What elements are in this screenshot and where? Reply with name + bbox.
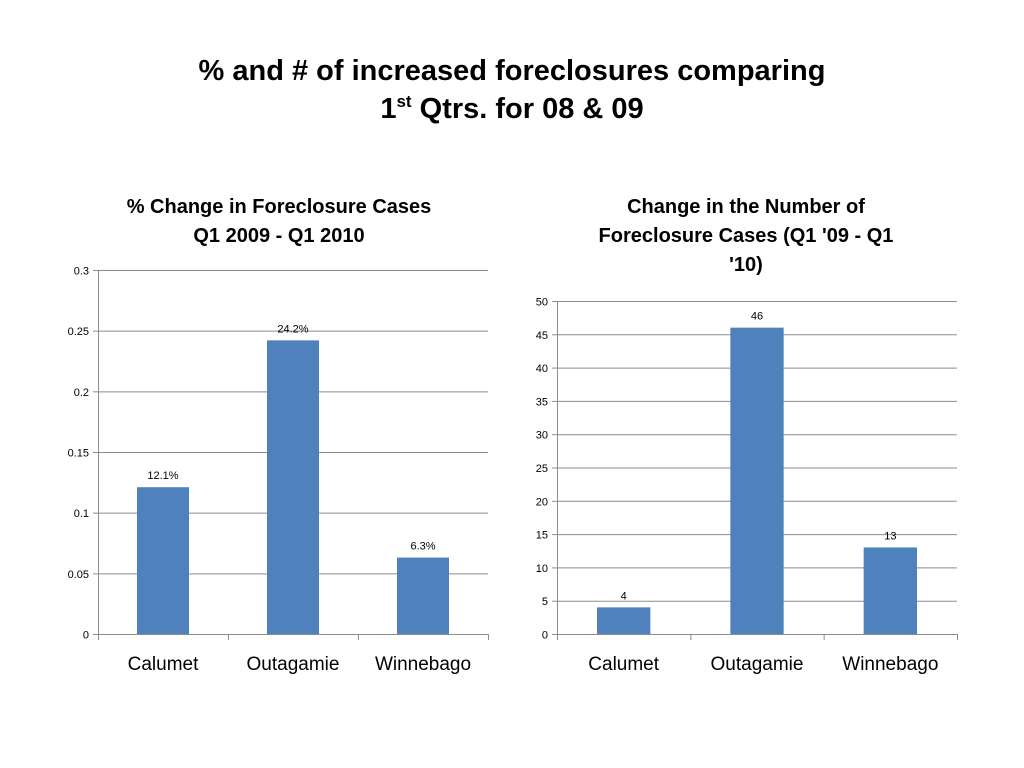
chart2-title-line1: Change in the Number of (627, 196, 865, 218)
chart1-y-tick-label: 0.25 (68, 326, 89, 338)
chart2-category-label: Calumet (588, 654, 659, 675)
chart1-bar (137, 487, 189, 634)
chart2-y-tick-label: 30 (536, 430, 548, 442)
chart2-y-tick-label: 35 (536, 396, 548, 408)
chart2-title-line2: Foreclosure Cases (Q1 '09 - Q1 (598, 225, 894, 247)
chart2-title: Change in the Number of Foreclosure Case… (576, 193, 916, 280)
chart2-y-tick-label: 15 (536, 530, 548, 542)
chart2-y-tick-label: 45 (536, 330, 548, 342)
chart1-y-tick-label: 0.1 (74, 508, 89, 520)
slide-title-line2-post: Qtrs. for 08 & 09 (411, 93, 644, 125)
chart1-y-tick-label: 0.05 (68, 569, 89, 581)
slide-title-line1: % and # of increased foreclosures compar… (198, 55, 826, 87)
chart2-data-label: 13 (884, 530, 896, 542)
chart1-title: % Change in Foreclosure Cases Q1 2009 - … (96, 193, 462, 251)
chart1-bar (397, 557, 449, 634)
chart1-y-tick-label: 0.15 (68, 448, 89, 460)
chart2-category-label: Outagamie (711, 654, 804, 675)
chart1-y-tick-label: 0.3 (74, 266, 89, 278)
slide-title-line2: 1st Qtrs. for 08 & 09 (0, 90, 1024, 128)
chart2-bar (730, 327, 784, 634)
chart2-bar (597, 607, 651, 634)
chart1-data-label: 12.1% (147, 470, 178, 482)
chart1-category-label: Calumet (128, 654, 199, 675)
chart2-y-tick-label: 25 (536, 463, 548, 475)
chart1-title-line2: Q1 2009 - Q1 2010 (193, 225, 365, 247)
chart2-y-tick-label: 20 (536, 496, 548, 508)
chart1-data-label: 24.2% (277, 323, 308, 335)
chart2-y-tick-label: 50 (536, 297, 548, 309)
chart1-category-label: Outagamie (247, 654, 340, 675)
chart2-y-tick-label: 0 (542, 630, 548, 642)
chart1-category-label: Winnebago (375, 654, 471, 675)
chart2-y-tick-label: 40 (536, 363, 548, 375)
chart2-bar (863, 547, 917, 634)
chart2-y-tick-label: 5 (542, 596, 548, 608)
chart2-data-label: 46 (751, 311, 763, 323)
chart1-bar (267, 340, 319, 634)
slide-title-line2-pre: 1 (380, 93, 397, 125)
chart2-data-label: 4 (621, 590, 627, 602)
chart1-title-line1: % Change in Foreclosure Cases (126, 196, 432, 218)
chart1-data-label: 6.3% (410, 541, 435, 553)
slide-title: % and # of increased foreclosures compar… (0, 52, 1024, 128)
chart2-category-label: Winnebago (842, 654, 938, 675)
chart2-title-line3: '10) (729, 254, 763, 276)
chart1-y-tick-label: 0.2 (74, 387, 89, 399)
chart1-y-tick-label: 0 (83, 630, 89, 642)
chart2-y-tick-label: 10 (536, 563, 548, 575)
slide-title-superscript: st (396, 92, 412, 111)
